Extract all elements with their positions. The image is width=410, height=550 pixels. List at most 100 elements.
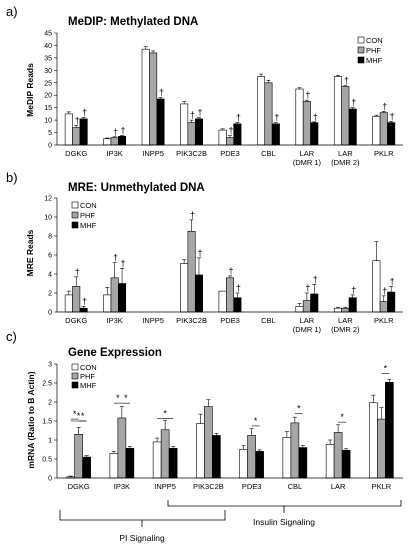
panel-c-y-tick-label: 1 (48, 438, 52, 445)
panel-c-bar-con (196, 423, 205, 479)
panel-c-legend-label: PHF (80, 372, 95, 381)
panel-a-dagger-annotation: † (390, 111, 395, 121)
panel-b-bar-phf (187, 230, 196, 313)
panel-a-category-label: PKLR (374, 149, 394, 158)
panel-a-bar-phf (264, 82, 273, 146)
panel-a-bar-mhf (310, 122, 319, 146)
panel-c-plot-area: 0 0.5 1 1.5 2 2.5 3 DGKG IP3K INPP5 PIK3C2B PDE3 CBL… (42, 362, 403, 491)
panel-b-category-label: IP3K (107, 316, 123, 325)
panel-c-bar-mhf (168, 448, 178, 479)
panel-a-dagger-annotation: † (274, 113, 279, 123)
panel-b-title: MRE: Unmethylated DNA (68, 182, 205, 194)
panel-b-bar-phf (379, 301, 388, 313)
panel-c-bar-mhf (125, 448, 135, 479)
panel-b-letter: b) (6, 170, 18, 185)
panel-b-dagger-annotation: † (190, 210, 195, 220)
panel-a-y-tick-label: 25 (44, 80, 52, 87)
panel-b-dagger-annotation: † (305, 283, 310, 293)
panel-b-y-tick-label: 10 (44, 215, 52, 222)
panel-c-bar-con (152, 441, 162, 479)
panel-b-bar-phf (341, 307, 350, 313)
panel-a-y-tick-label: 40 (44, 43, 52, 50)
panel-b-bar-mhf (118, 283, 127, 313)
panel-a-y-tick-label: 20 (44, 93, 52, 100)
panel-a-bar-phf (72, 127, 81, 146)
panel-b-dagger-annotation: † (197, 248, 202, 258)
panel-c-significance-star: * (77, 411, 81, 421)
panel-a-bar-con (141, 48, 150, 146)
panel-a-plot-area: 0 5 10 15 20 25 30 35 40 45 DGKG IP3K INPP5 PIK3C2B PD… (44, 31, 403, 167)
panel-a-bar-con (372, 116, 381, 146)
panel-c-legend-swatch-con (71, 363, 79, 371)
panel-a-bar-mhf (271, 123, 280, 146)
panel-c-significance-star: * (124, 393, 128, 403)
panel-b-dagger-annotation: † (121, 258, 126, 268)
panel-b-y-tick-label: 6 (48, 253, 52, 260)
panel-c-y-tick-label: 3 (48, 362, 52, 369)
panel-a-bar-mhf (79, 118, 88, 146)
panel-c-bar-phf (247, 435, 256, 479)
pi-signaling-bracket (59, 510, 226, 521)
panel-b: b) MRE: Unmethylated DNA MRE Reads 0 2 4 6 8… (6, 170, 403, 334)
panel-c-significance-star: * (73, 409, 77, 419)
panel-a-bar-mhf (348, 108, 357, 146)
panel-a-bar-phf (302, 101, 311, 146)
panel-a-category-label: PDE3 (220, 149, 240, 158)
panel-c-significance-star: * (384, 364, 388, 374)
panel-c-bar-mhf (385, 381, 394, 479)
panel-c-title: Gene Expression (68, 347, 162, 359)
panel-b-bar-phf (226, 277, 235, 313)
panel-b-bar-mhf (348, 297, 357, 313)
panel-b-dagger-annotation: † (382, 286, 387, 296)
panel-c-y-tick-label: 2 (48, 400, 52, 407)
panel-b-bar-mhf (79, 307, 88, 313)
panel-b-category-label: LAR (DMR 2) (331, 316, 360, 334)
panel-c-bar-con (109, 452, 119, 479)
panel-a-bar-phf (341, 86, 350, 146)
panel-c-bar-phf (160, 429, 170, 479)
panel-a-bar-mhf (233, 123, 242, 146)
panel-b-bar-phf (110, 277, 119, 313)
panel-a-y-tick-label: 45 (44, 31, 52, 38)
panel-a-dagger-annotation: † (382, 101, 387, 111)
panel-b-y-tick-label: 12 (44, 196, 52, 203)
panel-b-dagger-annotation: † (390, 276, 395, 286)
panel-c-category-label: PIK3C2B (193, 482, 224, 491)
panel-a-dagger-annotation: † (113, 127, 118, 137)
panel-a-bar-con (218, 129, 227, 146)
panel-a-bar-phf (226, 137, 235, 146)
panel-c-bar-mhf (212, 435, 221, 479)
panel-b-dagger-annotation: † (228, 266, 233, 276)
panel-a-dagger-annotation: † (190, 110, 195, 120)
panel-c-bar-mhf (298, 447, 308, 479)
panel-c-bar-phf (117, 417, 127, 479)
panel-a-bar-mhf (156, 98, 165, 146)
panel-c-bar-con (325, 444, 335, 479)
panel-b-category-label: LAR (DMR 1) (293, 316, 322, 334)
panel-a-dagger-annotation: † (236, 113, 241, 123)
panel-a-bar-con (333, 76, 342, 146)
panel-a-bar-con (295, 88, 304, 146)
panel-b-bar-con (180, 263, 189, 313)
panel-c-bar-mhf (82, 456, 91, 479)
panel-c-y-tick-label: 2.5 (42, 381, 52, 388)
panel-c-legend-swatch-phf (71, 372, 79, 380)
panel-a-category-label: CBL (261, 149, 276, 158)
panel-b-bar-con (333, 307, 342, 313)
panel-a-dagger-annotation: † (344, 75, 349, 85)
panel-a-bar-phf (149, 52, 158, 146)
panel-b-legend-swatch-con (71, 201, 79, 209)
panel-c-y-tick-label: 1.5 (42, 419, 52, 426)
panel-b-legend-label: CON (80, 201, 97, 210)
panel-c-y-tick-label: 0 (48, 476, 52, 483)
panel-b-bar-con (103, 294, 112, 313)
panel-b-legend-swatch-phf (71, 211, 79, 219)
panel-c-significance-star: * (297, 403, 301, 413)
panel-b-y-tick-label: 0 (48, 310, 52, 317)
panel-b-bar-con (218, 290, 227, 313)
panel-a-bar-phf (110, 137, 119, 146)
panel-b-dagger-annotation: † (113, 253, 118, 263)
